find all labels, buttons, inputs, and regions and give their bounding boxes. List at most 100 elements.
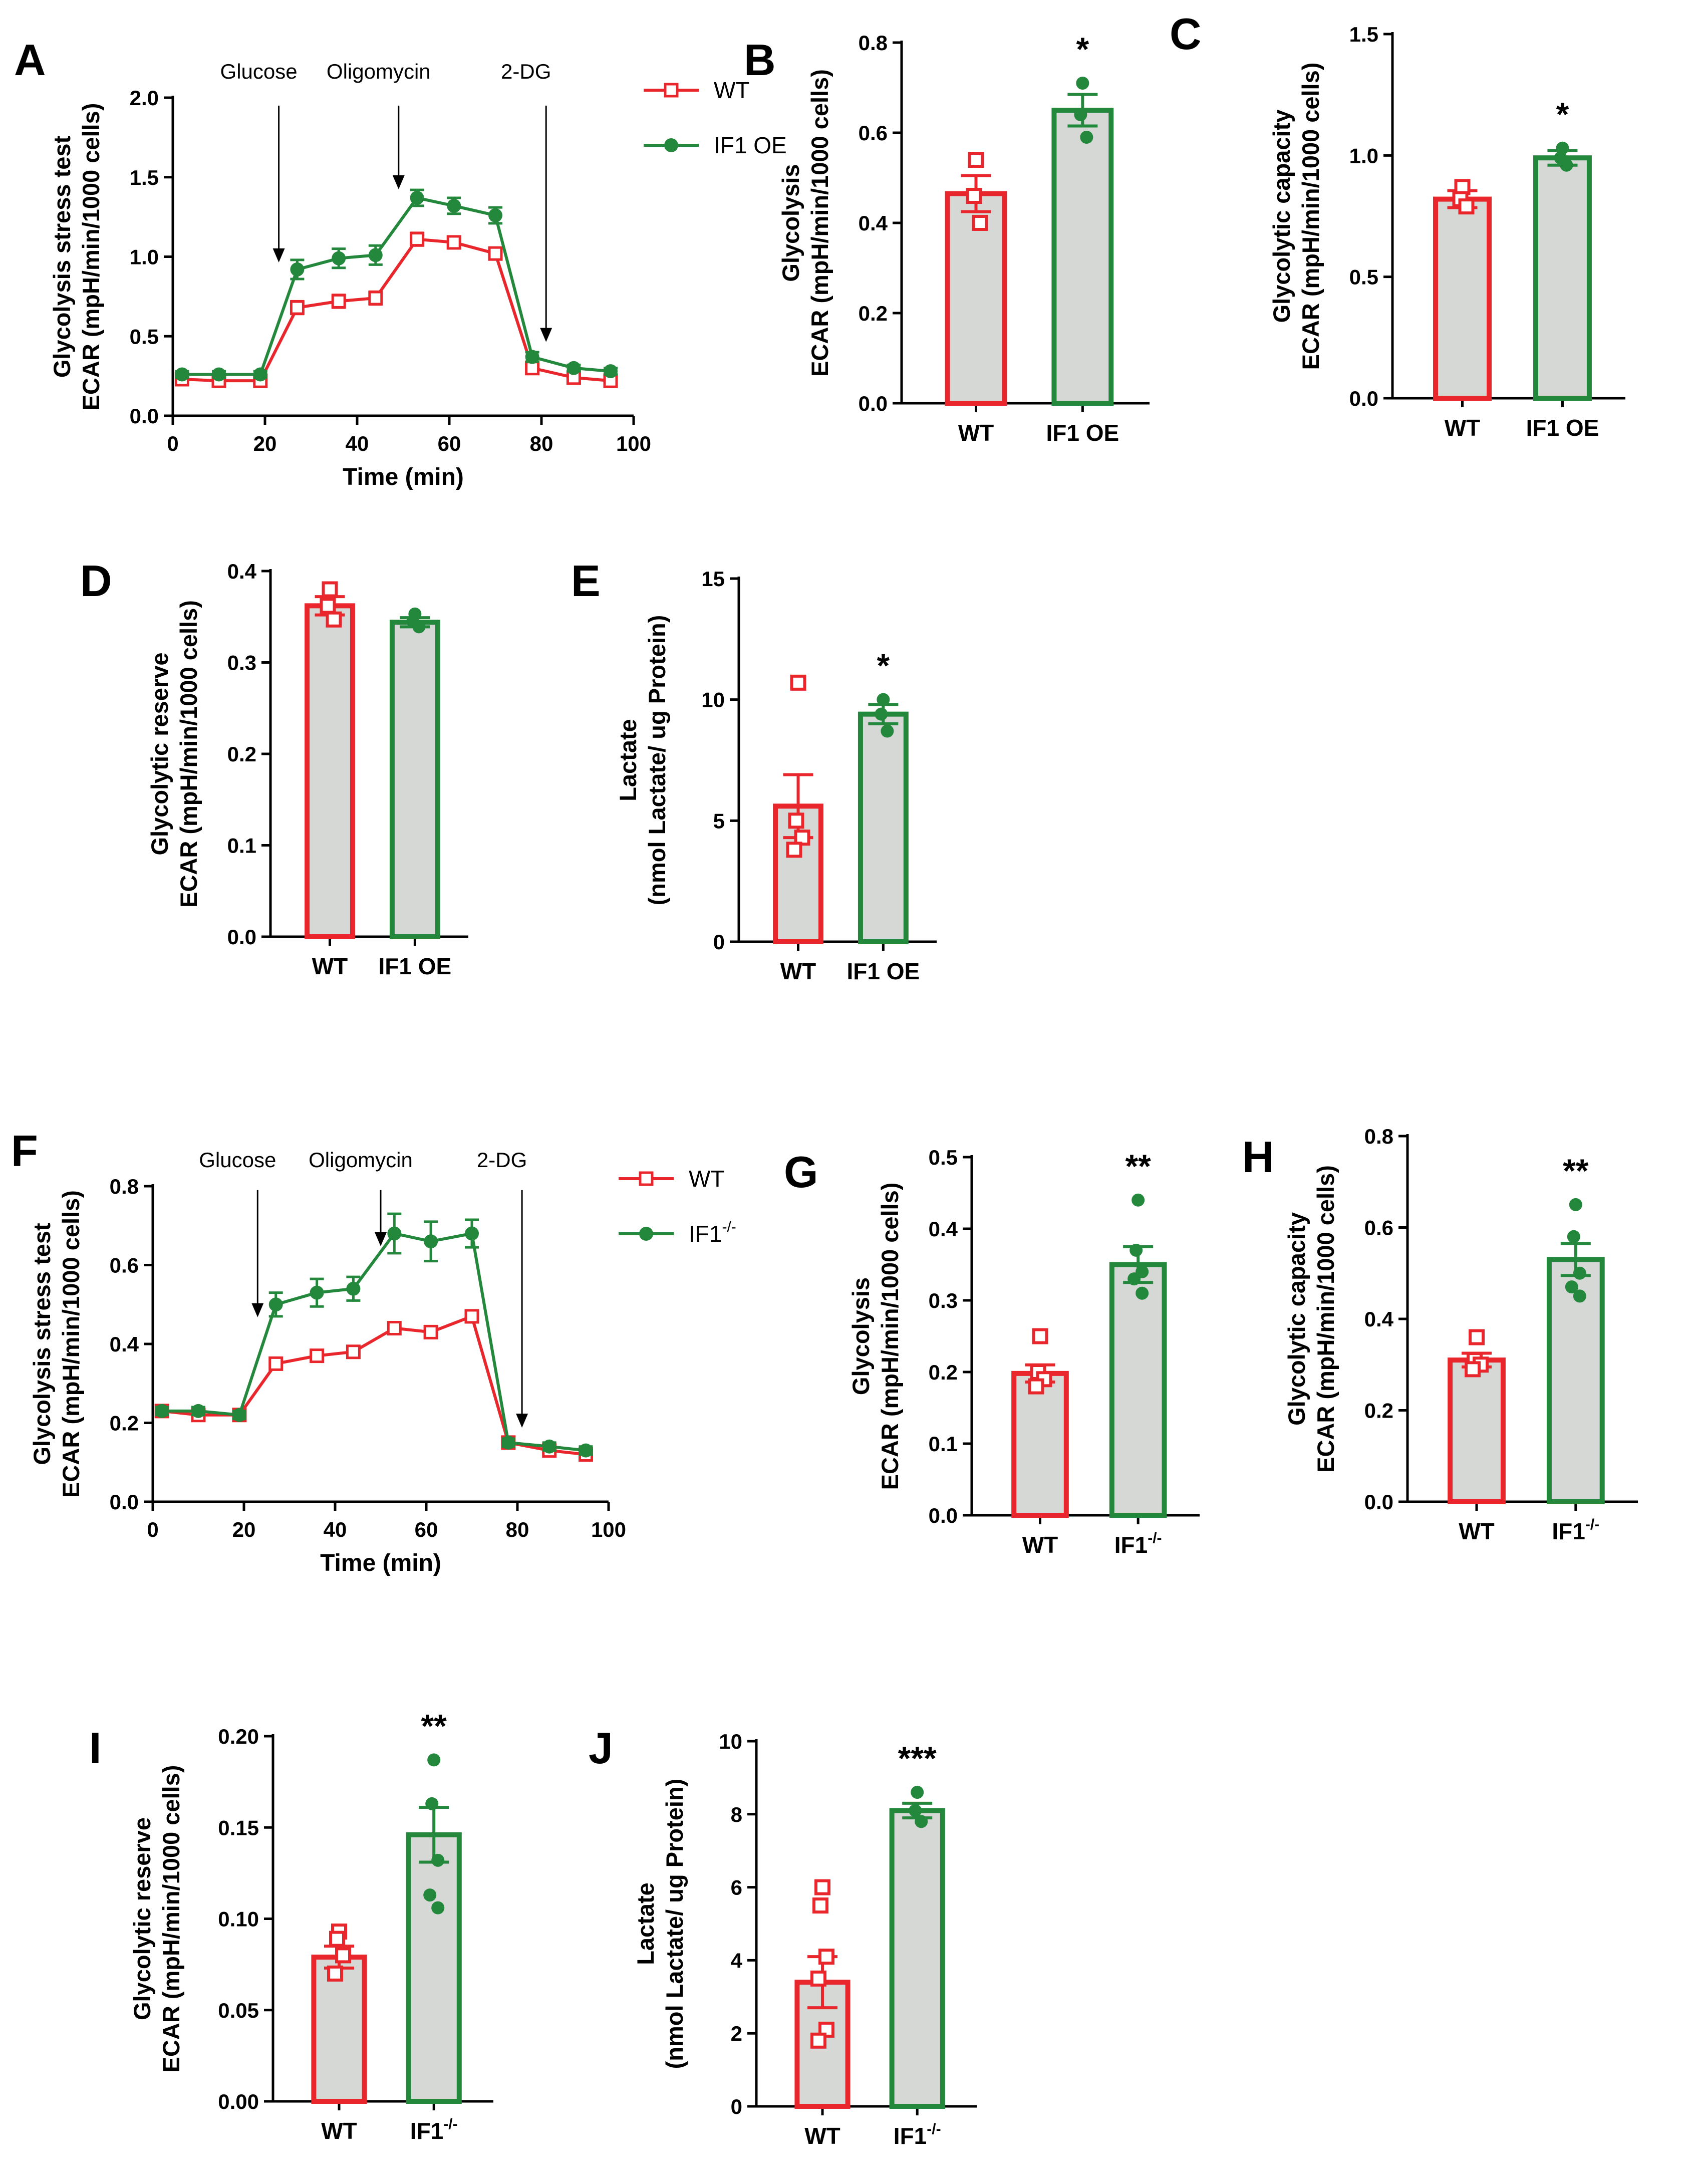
category-label-text: IF1 <box>894 2123 927 2149</box>
y-tick-label: 0.0 <box>130 404 159 428</box>
data-point-treated <box>1560 158 1573 172</box>
y-tick-label: 2.0 <box>130 86 159 110</box>
injection-label: 2-DG <box>477 1148 527 1172</box>
data-point-treated <box>346 1281 361 1296</box>
data-point-treated <box>881 724 894 738</box>
series-treated <box>175 188 618 382</box>
category-label: IF1 OE <box>1046 420 1119 446</box>
y-tick-label: 0 <box>713 930 725 954</box>
category-label: IF1-/- <box>1114 1530 1162 1558</box>
y-tick-label: 0.3 <box>227 651 256 675</box>
data-point-wt <box>814 1879 830 1895</box>
category-label: WT <box>1445 415 1481 441</box>
x-tick-label: 40 <box>324 1518 347 1541</box>
panel-label: H <box>1242 1132 1274 1182</box>
legend-entry: WT <box>619 1166 725 1192</box>
data-point-wt <box>320 598 336 614</box>
data-point-wt <box>1465 1361 1481 1378</box>
data-point-wt <box>368 291 383 306</box>
category-label-text: IF1 OE <box>1526 415 1599 441</box>
injection-label: Oligomycin <box>309 1148 413 1172</box>
x-axis-title: Time (min) <box>320 1550 441 1576</box>
data-point-treated <box>447 198 461 213</box>
data-point-treated <box>310 1285 324 1300</box>
y-tick-label: 0.8 <box>859 31 888 55</box>
y-tick-label: 0.2 <box>227 742 256 766</box>
panel-label: A <box>14 35 46 85</box>
data-point-wt <box>423 1324 438 1339</box>
data-point-treated <box>368 248 383 262</box>
category-label-text: WT <box>1445 415 1481 441</box>
x-tick-label: 100 <box>591 1518 626 1541</box>
data-point-treated <box>1567 1230 1580 1243</box>
x-tick-label: 40 <box>346 432 369 455</box>
y-tick-label: 0.6 <box>859 121 888 145</box>
data-point-wt <box>464 1309 479 1324</box>
data-point-wt <box>346 1344 361 1359</box>
y-tick-label: 0.4 <box>859 211 888 235</box>
legend-label-text: IF1 <box>689 1221 722 1247</box>
category-label: WT <box>1022 1532 1058 1558</box>
y-axis-title-line2: ECAR (mpH/min/1000 cells) <box>158 1765 184 2073</box>
data-point-treated <box>909 1804 922 1817</box>
data-point-wt <box>446 235 461 250</box>
y-axis-title-line1: Glycolysis <box>777 164 804 282</box>
data-point-treated <box>268 1297 283 1312</box>
y-tick-label: 0.10 <box>218 1907 259 1931</box>
y-tick-label: 0.0 <box>110 1490 139 1514</box>
series-wt <box>174 231 618 388</box>
legend-entry: WT <box>644 77 750 103</box>
category-label: WT <box>804 2123 840 2149</box>
series-wt <box>154 1309 593 1462</box>
category-label: WT <box>312 953 348 979</box>
category-label-text: WT <box>1459 1518 1495 1544</box>
data-point-treated <box>501 1435 515 1450</box>
category-label: IF1-/- <box>894 2121 941 2149</box>
data-point-treated <box>424 1234 438 1249</box>
data-point-wt <box>972 215 988 231</box>
data-point-treated <box>1076 77 1089 90</box>
data-point-treated <box>1556 141 1569 155</box>
data-point-wt <box>812 1897 828 1914</box>
data-point-treated <box>253 367 267 382</box>
arrow-head <box>251 1303 264 1317</box>
category-label-superscript: -/- <box>927 2121 941 2137</box>
y-axis-title-line2: ECAR (mpH/min/1000 cells) <box>78 103 104 411</box>
series-treated <box>155 1212 593 1458</box>
bar-wt <box>1433 196 1492 401</box>
data-point-treated <box>431 1853 445 1867</box>
data-point-treated <box>212 367 226 382</box>
significance-marker: * <box>1556 96 1569 133</box>
y-axis-title: Glycolytic reserve ECAR (mpH/min/1000 cel… <box>146 600 202 908</box>
panel-e: E 0 5 10 15 Lactate (nmol Lactate/ ug Protein)… <box>571 556 937 984</box>
y-tick-label: 15 <box>701 567 725 591</box>
legend-entry: IF1-/- <box>619 1219 736 1247</box>
y-tick-label: 0.20 <box>218 1725 259 1748</box>
y-tick-label: 0.00 <box>218 2090 259 2113</box>
significance-marker: *** <box>898 1740 937 1777</box>
y-tick-label: 0.0 <box>1364 1490 1393 1514</box>
data-point-treated <box>579 1443 593 1458</box>
data-point-treated <box>423 1888 437 1902</box>
x-tick-label: 60 <box>415 1518 438 1541</box>
y-axis-title-line1: Glycolysis stress test <box>29 1223 55 1465</box>
category-label-text: WT <box>1022 1532 1058 1558</box>
category-label-text: IF1 OE <box>847 958 920 984</box>
data-point-treated <box>332 251 346 265</box>
legend-entry: IF1 OE <box>644 132 787 158</box>
y-tick-label: 0.2 <box>110 1412 139 1435</box>
y-axis-title: Glycolysis stress test ECAR (mpH/min/1000… <box>49 103 104 411</box>
y-tick-label: 0.3 <box>929 1289 958 1312</box>
bar-wt <box>1448 1357 1506 1504</box>
category-label-superscript: -/- <box>1148 1530 1162 1546</box>
arrow-head <box>516 1414 528 1428</box>
category-label-text: IF1 <box>1552 1518 1585 1544</box>
injection-label: Oligomycin <box>327 60 431 83</box>
panel-label: E <box>571 556 601 606</box>
bar-if1-oe <box>389 620 440 939</box>
y-axis-title: Glycolysis stress test ECAR (mpH/min/1000… <box>29 1190 84 1498</box>
category-label-text: IF1 OE <box>378 953 451 979</box>
data-point-wt <box>326 611 342 628</box>
y-tick-label: 0.6 <box>1364 1216 1393 1240</box>
data-point-wt <box>1028 1378 1044 1395</box>
